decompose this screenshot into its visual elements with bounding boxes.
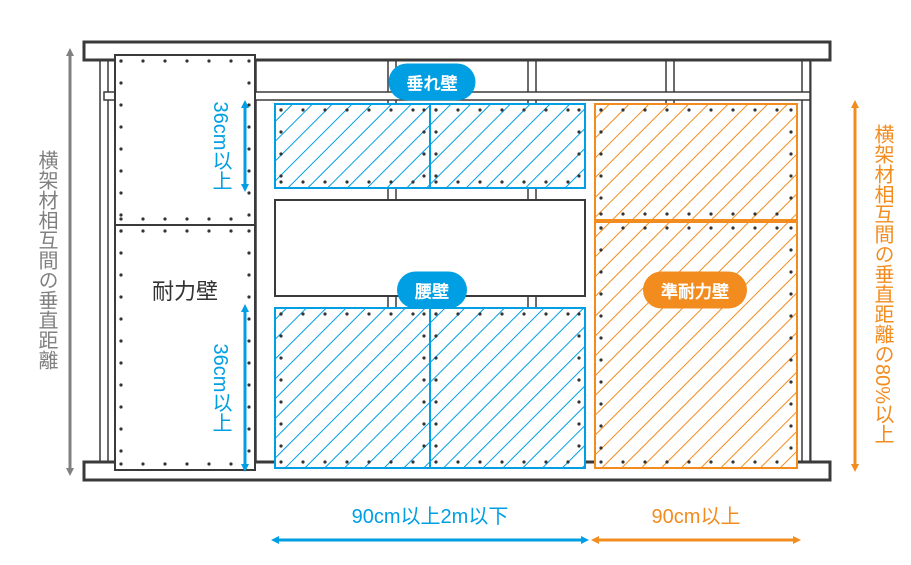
panel-koshi_left xyxy=(275,308,430,468)
panel-koshi_right xyxy=(430,308,585,468)
hlabel-0: 90cm以上2m以下 xyxy=(352,500,509,529)
panel-jun_bot xyxy=(595,222,797,468)
vlabel-1: 36cm以上 xyxy=(206,102,235,191)
vlabel-2: 36cm以上 xyxy=(206,344,235,433)
panel-jun_top xyxy=(595,104,797,220)
diagram-stage: 垂れ壁腰壁 準耐力壁 耐力壁 横架材相互間の垂直距離 36cm以上 36cm以上 横架材相互… xyxy=(0,0,911,565)
panel-tare_left xyxy=(275,104,430,188)
vlabel-0: 横架材相互間の垂直距離 xyxy=(32,150,61,370)
panel-tare_right xyxy=(430,104,585,188)
pill-1: 腰壁 xyxy=(397,272,467,309)
vlabel-3: 横架材相互間の垂直距離の80%以上 xyxy=(868,124,897,444)
pill-2: 準耐力壁 xyxy=(643,272,747,309)
stud xyxy=(100,50,108,470)
pill-0: 垂れ壁 xyxy=(389,64,476,101)
hlabel-1: 90cm以上 xyxy=(652,500,741,529)
label-0: 耐力壁 xyxy=(152,274,218,306)
stud xyxy=(802,50,810,470)
